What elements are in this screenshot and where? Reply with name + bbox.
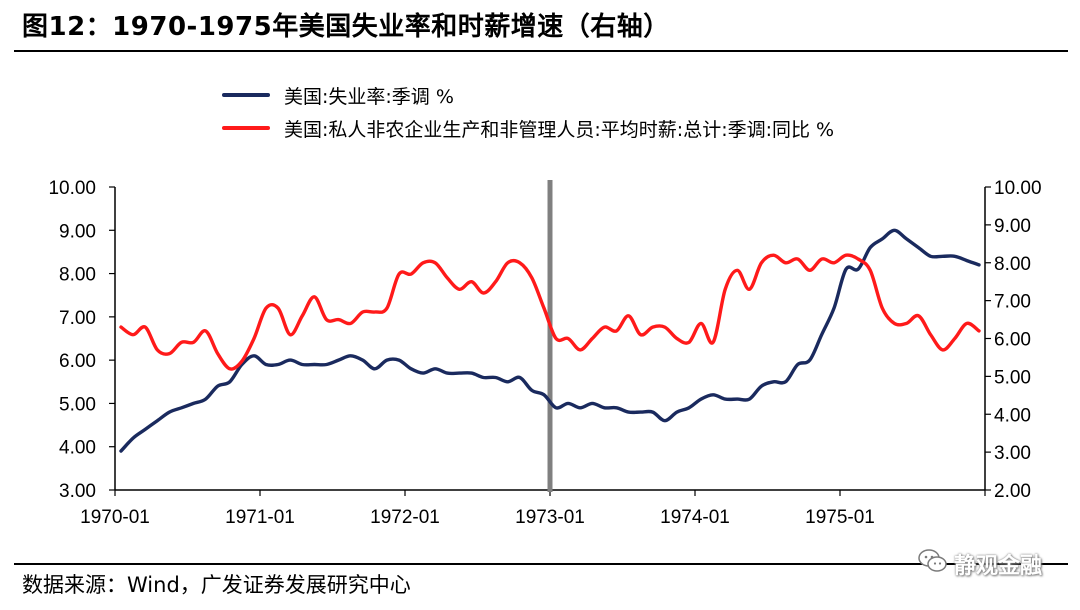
- y-left-tick-label: 8.00: [59, 265, 96, 286]
- legend-label-unemployment: 美国:失业率:季调 %: [284, 85, 454, 108]
- legend-item-wage: 美国:私人非农企业生产和非管理人员:平均时薪:总计:季调:同比 %: [222, 113, 834, 143]
- legend-swatch-unemployment: [222, 93, 270, 97]
- x-tick-label: 1975-01: [805, 507, 875, 528]
- y-right-tick-label: 3.00: [994, 443, 1031, 464]
- x-tick-label: 1974-01: [660, 507, 730, 528]
- x-tick-label: 1971-01: [225, 507, 295, 528]
- series-line-unemployment: [119, 228, 981, 453]
- series-line-wage: [119, 253, 981, 371]
- chart-title: 图12：1970-1975年美国失业率和时薪增速（右轴）: [22, 12, 670, 42]
- legend-swatch-wage: [222, 126, 270, 130]
- x-tick-label: 1970-01: [80, 507, 150, 528]
- y-left-tick-label: 9.00: [59, 221, 96, 242]
- y-right-tick-label: 2.00: [994, 481, 1031, 502]
- x-tick-label: 1973-01: [515, 507, 585, 528]
- y-right-tick-label: 8.00: [994, 254, 1031, 275]
- y-left-tick-label: 7.00: [59, 308, 96, 329]
- footer-divider: [14, 563, 1068, 565]
- line-chart: 3.00 4.00 5.00 6.00 7.00 8.00 9.00 10.00 2.00 3.0…: [48, 178, 1042, 528]
- watermark: 静观金融: [918, 548, 1042, 580]
- y-left-tick-label: 3.00: [59, 481, 96, 502]
- y-right-tick-label: 9.00: [994, 216, 1031, 237]
- y-right-tick-label: 5.00: [994, 367, 1031, 388]
- legend: 美国:失业率:季调 % 美国:私人非农企业生产和非管理人员:平均时薪:总计:季调…: [222, 80, 834, 146]
- watermark-text: 静观金融: [953, 554, 1042, 579]
- y-right-tick-label: 7.00: [994, 292, 1031, 313]
- vertical-marker-bar: [547, 180, 553, 492]
- title-divider: [14, 50, 1068, 52]
- y-left-tick-label: 6.00: [59, 351, 96, 372]
- y-right-tick-label: 4.00: [994, 405, 1031, 426]
- y-right-tick-label: 6.00: [994, 330, 1031, 351]
- x-tick-label: 1972-01: [370, 507, 440, 528]
- legend-item-unemployment: 美国:失业率:季调 %: [222, 80, 834, 110]
- wechat-icon: [918, 548, 948, 580]
- legend-label-wage: 美国:私人非农企业生产和非管理人员:平均时薪:总计:季调:同比 %: [284, 118, 835, 141]
- y-right-tick-label: 10.00: [994, 178, 1042, 199]
- source-note: 数据来源：Wind，广发证券发展研究中心: [22, 573, 411, 597]
- y-left-tick-label: 5.00: [59, 394, 96, 415]
- y-left-tick-label: 10.00: [48, 178, 96, 199]
- y-left-tick-label: 4.00: [59, 438, 96, 459]
